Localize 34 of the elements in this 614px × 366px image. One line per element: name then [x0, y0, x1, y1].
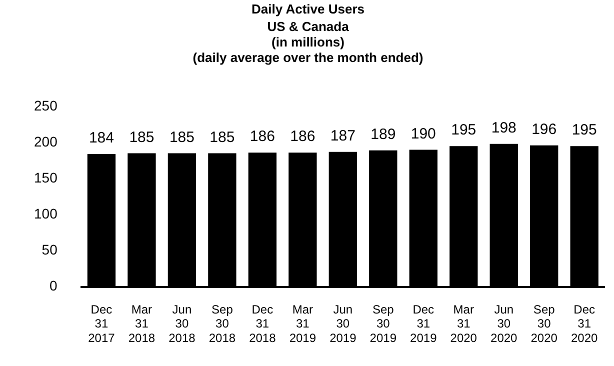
data-label: 190 — [410, 125, 436, 142]
chart-subtitle: US & Canada (in millions) (daily average over the month ended) — [192, 18, 424, 66]
x-tick-label: Sep 30 2020 — [530, 302, 558, 346]
data-label: 198 — [491, 120, 516, 137]
data-label: 185 — [210, 128, 235, 146]
data-label: 186 — [250, 128, 275, 146]
x-tick-label: Mar 31 2020 — [450, 302, 478, 346]
data-label: 185 — [169, 128, 194, 146]
y-tick-label: 150 — [34, 169, 58, 186]
chart-title: Daily Active Users — [252, 1, 364, 16]
x-tick-label: Mar 31 2018 — [128, 302, 156, 346]
y-tick-label: 100 — [34, 206, 58, 222]
data-label: 187 — [330, 128, 356, 144]
y-tick-label: 250 — [34, 97, 58, 114]
x-tick-label: Mar 31 2019 — [289, 302, 316, 346]
x-tick-label: Jun 30 2018 — [168, 302, 196, 346]
data-label: 184 — [88, 130, 114, 147]
x-tick-label: Sep 30 2019 — [370, 302, 397, 346]
x-tick-label: Jun 30 2019 — [330, 302, 357, 346]
data-label: 195 — [572, 122, 597, 139]
data-label: 196 — [532, 121, 557, 138]
y-tick-label: 0 — [50, 278, 58, 294]
y-tick-label: 50 — [42, 242, 58, 258]
data-label: 195 — [451, 122, 476, 139]
x-tick-label: Dec 31 2017 — [88, 302, 116, 346]
x-tick-label: Dec 31 2020 — [570, 302, 598, 346]
y-tick-label: 200 — [34, 133, 58, 150]
x-tick-label: Dec 31 2018 — [249, 302, 276, 346]
data-label: 189 — [370, 126, 396, 144]
data-label: 185 — [129, 128, 154, 146]
x-tick-label: Jun 30 2020 — [490, 302, 518, 346]
x-tick-label: Dec 31 2019 — [410, 302, 438, 346]
x-tick-label: Sep 30 2018 — [208, 302, 236, 346]
data-label: 186 — [290, 128, 316, 146]
